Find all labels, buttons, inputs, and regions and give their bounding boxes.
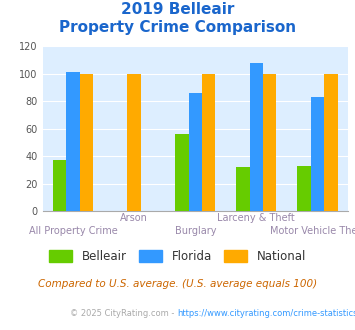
Text: © 2025 CityRating.com -: © 2025 CityRating.com -: [71, 309, 178, 317]
Text: Motor Vehicle Theft: Motor Vehicle Theft: [270, 226, 355, 236]
Text: Compared to U.S. average. (U.S. average equals 100): Compared to U.S. average. (U.S. average …: [38, 279, 317, 289]
Bar: [80, 74, 93, 211]
Bar: [263, 74, 277, 211]
Bar: [189, 93, 202, 211]
Bar: [202, 74, 215, 211]
Bar: [53, 160, 66, 211]
Text: 2019 Belleair: 2019 Belleair: [121, 2, 234, 16]
Text: Larceny & Theft: Larceny & Theft: [217, 213, 295, 223]
Bar: [297, 166, 311, 211]
Bar: [66, 72, 80, 211]
Text: All Property Crime: All Property Crime: [29, 226, 118, 236]
Bar: [236, 167, 250, 211]
Bar: [324, 74, 338, 211]
Bar: [311, 97, 324, 211]
Text: Burglary: Burglary: [175, 226, 216, 236]
Bar: [250, 63, 263, 211]
Text: Property Crime Comparison: Property Crime Comparison: [59, 20, 296, 35]
Bar: [175, 134, 189, 211]
Text: Arson: Arson: [120, 213, 148, 223]
Text: https://www.cityrating.com/crime-statistics/: https://www.cityrating.com/crime-statist…: [178, 309, 355, 317]
Legend: Belleair, Florida, National: Belleair, Florida, National: [44, 245, 311, 268]
Bar: [127, 74, 141, 211]
